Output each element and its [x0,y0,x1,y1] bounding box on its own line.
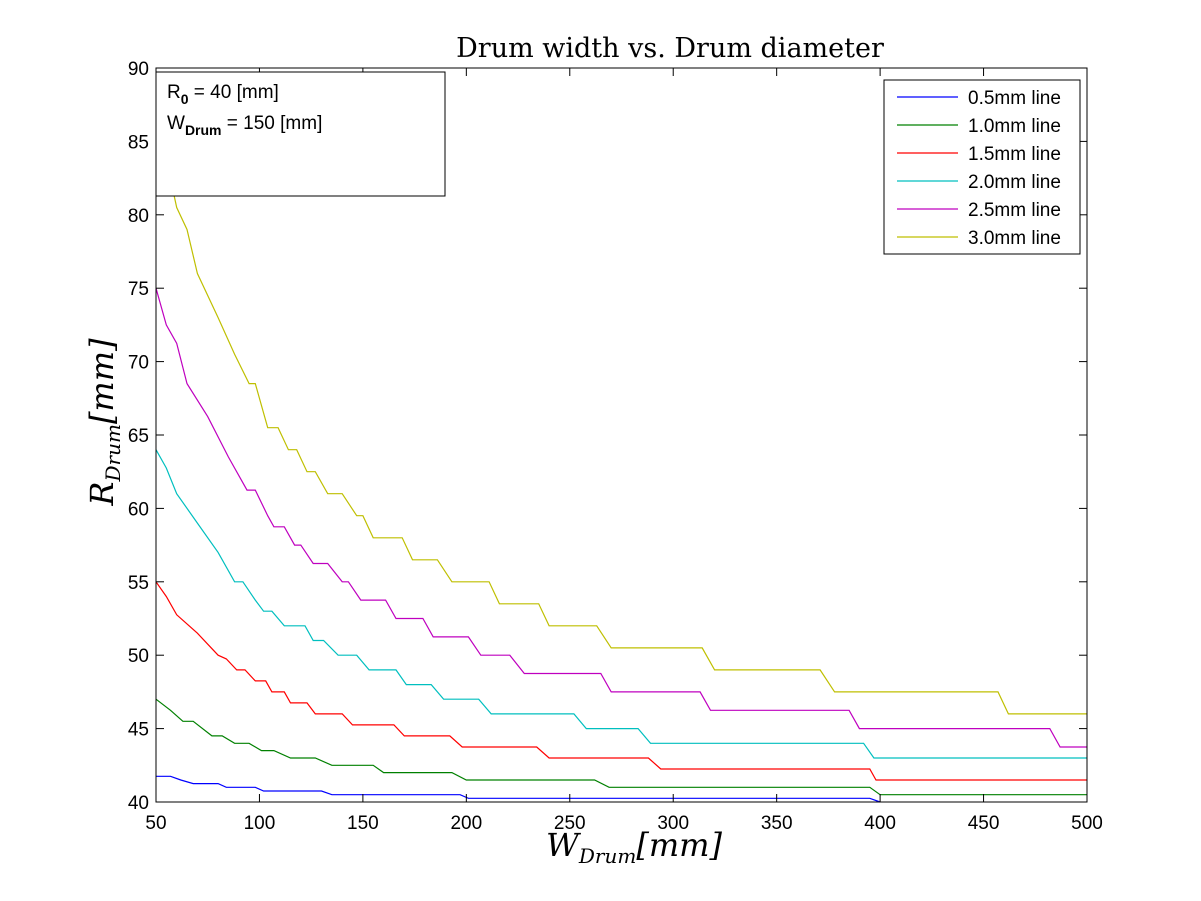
y-tick-label: 80 [128,206,149,227]
annotation-line-1: R0 = 40 [mm] [167,82,279,107]
annotation-2-subscript: Drum [185,122,222,138]
y-axis-label-subscript: Drum [101,424,125,482]
legend-label-5: 2.5mm line [968,200,1061,221]
series-line-4 [155,449,1087,759]
series-line-3 [155,581,1087,781]
legend-frame [883,79,1081,255]
annotation-box: R0 = 40 [mm] WDrum = 150 [mm] [155,71,446,197]
y-axis-label: RDrum[mm] [83,338,125,507]
x-tick-label: 250 [554,813,586,834]
annotation-frame [155,71,446,197]
y-tick-label: 85 [128,132,149,153]
x-tick-label: 500 [1071,813,1103,834]
y-tick-label: 70 [128,353,149,374]
annotation-1-rest: = 40 [mm] [189,82,279,103]
y-tick-label: 90 [128,59,149,80]
y-tick-label: 45 [128,720,149,741]
legend-label-3: 1.5mm line [968,144,1061,165]
legend-label-6: 3.0mm line [968,228,1061,249]
legend-label-1: 0.5mm line [968,88,1061,109]
x-axis-label-subscript: Drum [578,844,636,868]
series-line-1 [156,775,881,803]
series-line-2 [155,698,1087,796]
plot-area-frame [155,67,1088,803]
x-tick-labels: 50 100 150 200 250 300 350 400 450 500 [145,813,1102,834]
x-tick-label: 400 [864,813,896,834]
x-axis-label-unit: [mm] [636,826,722,864]
plot-lines [155,126,1087,803]
x-tick-label: 200 [450,813,482,834]
annotation-1-main: R [167,82,181,103]
annotation-2-rest: = 150 [mm] [222,113,323,134]
x-tick-label: 300 [657,813,689,834]
series-line-6 [155,126,1087,715]
legend-label-4: 2.0mm line [968,172,1061,193]
y-tick-label: 55 [128,573,149,594]
legend-label-2: 1.0mm line [968,116,1061,137]
annotation-1-subscript: 0 [181,91,189,107]
y-axis-label-main: R [83,482,121,507]
y-axis-label-unit: [mm] [83,338,121,424]
x-axis-label-main: W [546,826,582,864]
legend: 0.5mm line 1.0mm line 1.5mm line 2.0mm line… [883,79,1081,255]
y-tick-labels: 40 45 50 55 60 65 70 75 80 85 90 [128,59,149,814]
y-tick-label: 65 [128,426,149,447]
chart-title: Drum width vs. Drum diameter [456,33,884,64]
legend-items: 0.5mm line 1.0mm line 1.5mm line 2.0mm line… [897,88,1061,249]
series-line-5 [155,288,1087,748]
x-tick-label: 100 [244,813,276,834]
annotation-2-main: W [167,113,185,134]
y-tick-label: 50 [128,646,149,667]
x-axis-label: WDrum[mm] [546,826,723,868]
y-tick-label: 40 [128,793,149,814]
x-tick-label: 450 [968,813,1000,834]
x-tick-label: 50 [145,813,166,834]
x-tick-label: 350 [761,813,793,834]
y-tick-label: 75 [128,279,149,300]
x-tick-label: 150 [347,813,379,834]
y-tick-label: 60 [128,499,149,520]
annotation-line-2: WDrum = 150 [mm] [167,113,322,138]
